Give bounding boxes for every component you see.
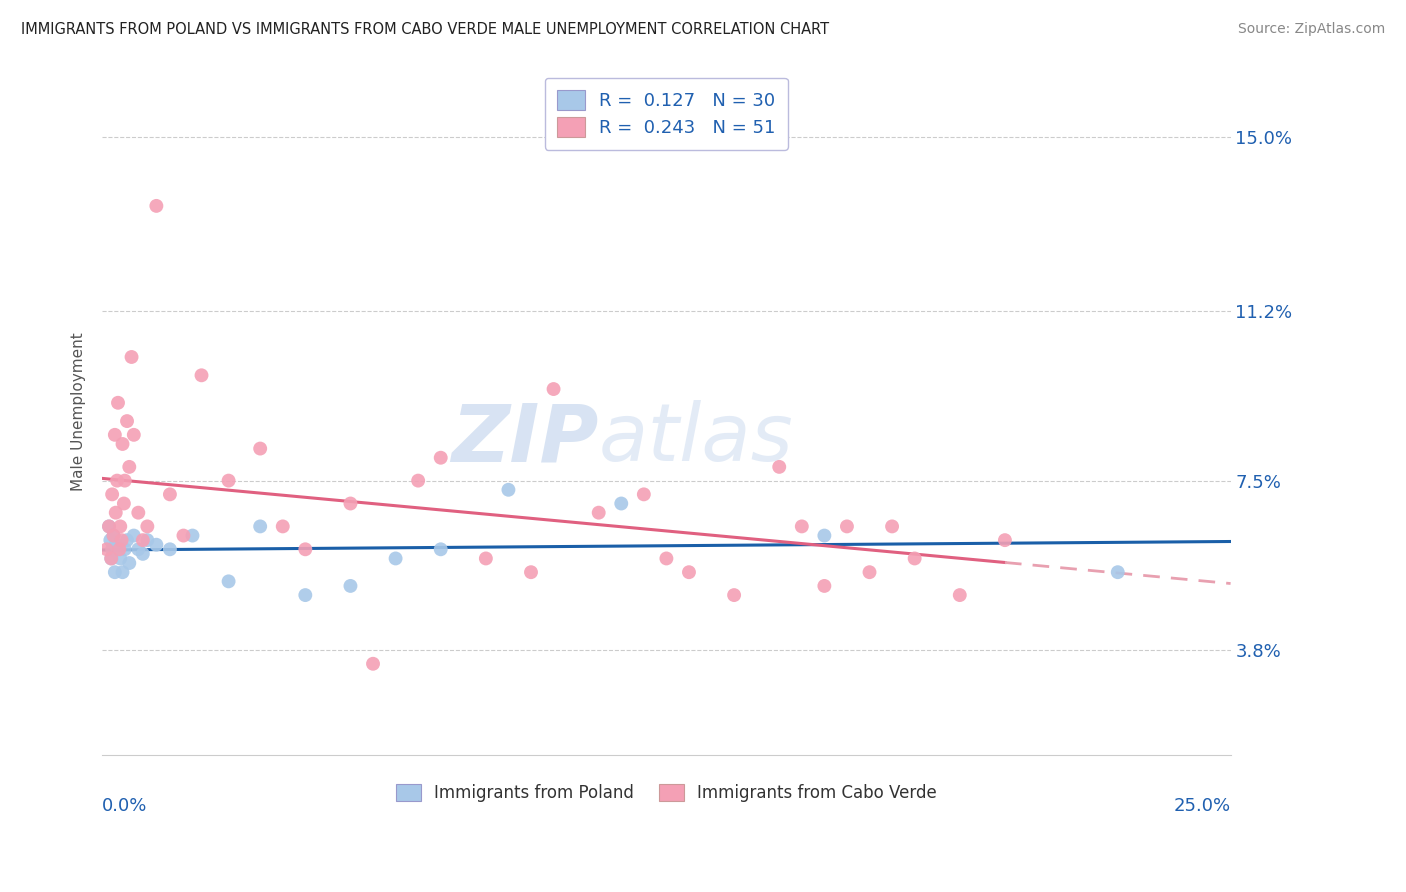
Point xyxy=(104,506,127,520)
Point xyxy=(294,542,316,557)
Point xyxy=(498,483,520,497)
Point xyxy=(361,657,384,671)
Point xyxy=(118,459,141,474)
Point xyxy=(294,588,316,602)
Point xyxy=(101,487,124,501)
Point xyxy=(136,519,159,533)
Point xyxy=(105,474,128,488)
Point xyxy=(96,542,118,557)
Point xyxy=(949,588,972,602)
Point xyxy=(339,579,361,593)
Point xyxy=(110,519,132,533)
Point xyxy=(145,199,167,213)
Point xyxy=(108,542,131,557)
Point xyxy=(111,565,134,579)
Point xyxy=(339,496,361,510)
Text: ZIP: ZIP xyxy=(451,401,599,478)
Point xyxy=(172,528,194,542)
Point xyxy=(115,414,138,428)
Point xyxy=(1107,565,1129,579)
Point xyxy=(249,442,271,456)
Point xyxy=(880,519,903,533)
Point xyxy=(271,519,294,533)
Point xyxy=(858,565,880,579)
Point xyxy=(114,542,136,557)
Text: 0.0%: 0.0% xyxy=(103,797,148,814)
Point xyxy=(678,565,700,579)
Point xyxy=(122,528,145,542)
Point xyxy=(112,496,135,510)
Point xyxy=(723,588,745,602)
Point xyxy=(107,396,129,410)
Point xyxy=(121,350,143,364)
Point xyxy=(520,565,543,579)
Text: IMMIGRANTS FROM POLAND VS IMMIGRANTS FROM CABO VERDE MALE UNEMPLOYMENT CORRELATI: IMMIGRANTS FROM POLAND VS IMMIGRANTS FRO… xyxy=(21,22,830,37)
Point xyxy=(98,533,121,548)
Point xyxy=(100,551,122,566)
Point xyxy=(132,533,155,548)
Point xyxy=(429,450,451,465)
Point xyxy=(813,579,835,593)
Point xyxy=(790,519,813,533)
Point xyxy=(98,519,121,533)
Point xyxy=(114,474,136,488)
Point xyxy=(655,551,678,566)
Point xyxy=(813,528,835,542)
Point xyxy=(768,459,790,474)
Point xyxy=(104,565,127,579)
Point xyxy=(633,487,655,501)
Point xyxy=(101,542,124,557)
Point xyxy=(100,551,122,566)
Legend: Immigrants from Poland, Immigrants from Cabo Verde: Immigrants from Poland, Immigrants from … xyxy=(389,777,943,809)
Point xyxy=(218,474,240,488)
Point xyxy=(429,542,451,557)
Point xyxy=(115,533,138,548)
Y-axis label: Male Unemployment: Male Unemployment xyxy=(72,333,86,491)
Text: Source: ZipAtlas.com: Source: ZipAtlas.com xyxy=(1237,22,1385,37)
Point xyxy=(159,487,181,501)
Point xyxy=(104,538,127,552)
Point xyxy=(218,574,240,589)
Point xyxy=(588,506,610,520)
Point xyxy=(118,556,141,570)
Point xyxy=(107,542,129,557)
Point xyxy=(835,519,858,533)
Text: atlas: atlas xyxy=(599,401,793,478)
Point xyxy=(159,542,181,557)
Point xyxy=(122,427,145,442)
Point xyxy=(111,437,134,451)
Point xyxy=(136,533,159,548)
Point xyxy=(110,551,132,566)
Point xyxy=(98,519,121,533)
Point xyxy=(103,528,125,542)
Point xyxy=(127,542,149,557)
Text: 25.0%: 25.0% xyxy=(1174,797,1230,814)
Point xyxy=(103,528,125,542)
Point xyxy=(406,474,429,488)
Point xyxy=(904,551,927,566)
Point xyxy=(475,551,498,566)
Point xyxy=(190,368,212,383)
Point xyxy=(127,506,149,520)
Point xyxy=(181,528,204,542)
Point xyxy=(145,538,167,552)
Point xyxy=(384,551,406,566)
Point xyxy=(610,496,633,510)
Point xyxy=(111,533,134,548)
Point xyxy=(249,519,271,533)
Point xyxy=(994,533,1017,548)
Point xyxy=(132,547,155,561)
Point xyxy=(543,382,565,396)
Point xyxy=(104,427,127,442)
